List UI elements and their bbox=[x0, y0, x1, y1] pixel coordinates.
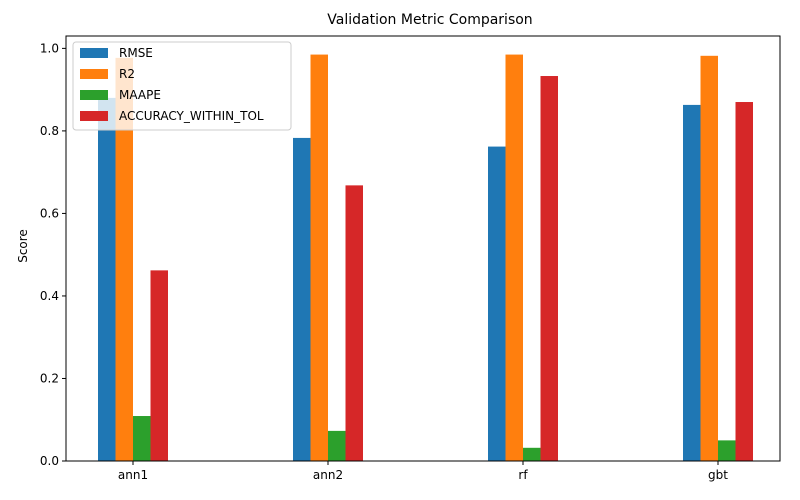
y-tick-label: 1.0 bbox=[40, 41, 59, 55]
bar-gbt-rmse bbox=[683, 104, 701, 461]
bar-gbt-maape bbox=[718, 440, 736, 461]
x-tick-label: rf bbox=[518, 468, 528, 482]
bar-gbt-r2 bbox=[700, 55, 718, 462]
legend: RMSE R2 MAAPE ACCURACY_WITHIN_TOL bbox=[72, 41, 292, 131]
y-tick-label: 0.8 bbox=[40, 124, 59, 138]
legend-label-maape: MAAPE bbox=[119, 88, 161, 102]
plot-frame bbox=[65, 35, 781, 462]
y-tick-label: 0.6 bbox=[40, 206, 59, 220]
y-tick-label: 0.2 bbox=[40, 371, 59, 385]
legend-label-accuracy_within_tol: ACCURACY_WITHIN_TOL bbox=[119, 109, 264, 123]
bar-ann1-rmse bbox=[98, 97, 116, 461]
legend-swatch-rmse bbox=[80, 48, 108, 58]
chart-title: Validation Metric Comparison bbox=[327, 12, 532, 28]
y-axis-label: Score bbox=[16, 229, 30, 263]
bar-ann1-maape bbox=[133, 416, 151, 461]
bar-rf-accuracy_within_tol bbox=[540, 76, 558, 462]
x-tick-label: ann2 bbox=[313, 468, 343, 482]
legend-label-rmse: RMSE bbox=[119, 46, 153, 60]
legend-swatch-accuracy_within_tol bbox=[80, 111, 108, 121]
legend-box bbox=[72, 41, 292, 131]
x-tick-label: gbt bbox=[708, 468, 728, 482]
bar-ann1-r2 bbox=[115, 57, 133, 462]
bar-ann2-maape bbox=[328, 430, 346, 461]
bars-group bbox=[98, 54, 753, 462]
bar-rf-r2 bbox=[505, 54, 523, 461]
legend-label-r2: R2 bbox=[119, 67, 135, 81]
axes-group: 0.0 0.2 0.4 0.6 0.8 1.0 ann1 ann2 rf gbt bbox=[40, 35, 781, 482]
bar-ann2-r2 bbox=[310, 54, 328, 461]
x-tick-label: ann1 bbox=[118, 468, 148, 482]
y-tick-label: 0.0 bbox=[40, 454, 59, 468]
legend-swatch-maape bbox=[80, 90, 108, 100]
bar-ann1-accuracy_within_tol bbox=[150, 270, 168, 461]
legend-swatch-r2 bbox=[80, 69, 108, 79]
bar-ann2-rmse bbox=[293, 137, 311, 462]
bar-rf-maape bbox=[523, 447, 541, 461]
bar-rf-rmse bbox=[488, 146, 506, 461]
bar-gbt-accuracy_within_tol bbox=[735, 102, 753, 462]
bar-ann2-accuracy_within_tol bbox=[345, 185, 363, 461]
y-tick-label: 0.4 bbox=[40, 289, 59, 303]
